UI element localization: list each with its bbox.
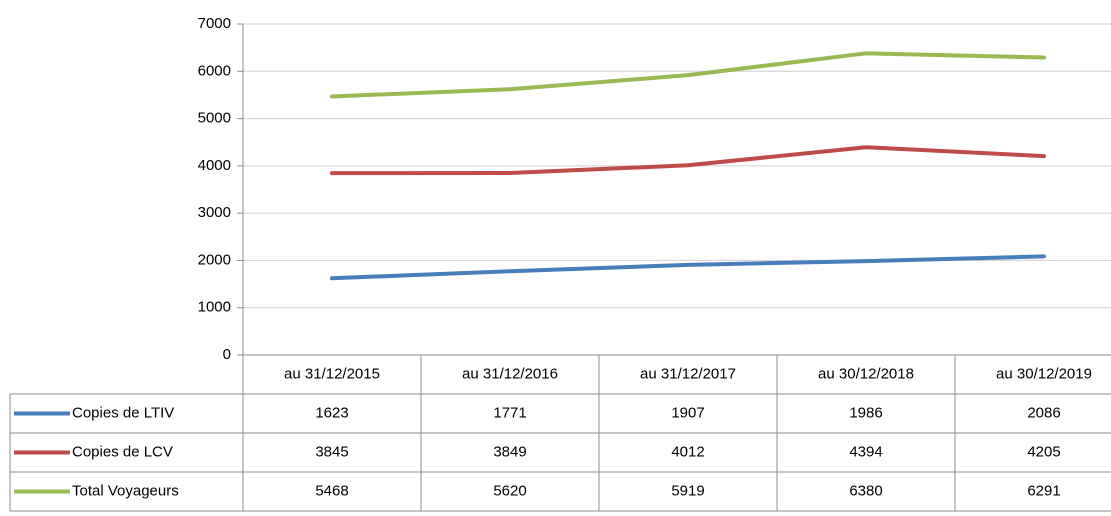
table-value: 1771: [493, 404, 526, 421]
table-value: 4012: [671, 443, 704, 460]
legend-label: Total Voyageurs: [72, 482, 179, 499]
table-value: 2086: [1027, 404, 1060, 421]
table-value: 1907: [671, 404, 704, 421]
legend-label: Copies de LTIV: [72, 404, 174, 421]
table-value: 5919: [671, 482, 704, 499]
y-tick-label: 3000: [198, 204, 231, 221]
x-tick-label: au 30/12/2019: [996, 365, 1092, 382]
table-value: 5468: [315, 482, 348, 499]
table-value: 6380: [849, 482, 882, 499]
legend-label: Copies de LCV: [72, 443, 173, 460]
table-value: 4394: [849, 443, 882, 460]
series-line: [330, 145, 1046, 176]
x-tick-label: au 31/12/2016: [462, 365, 558, 382]
x-tick-label: au 30/12/2018: [818, 365, 914, 382]
table-value: 3845: [315, 443, 348, 460]
y-tick-label: 6000: [198, 62, 231, 79]
y-tick-label: 0: [223, 346, 231, 363]
table-value: 6291: [1027, 482, 1060, 499]
y-tick-label: 4000: [198, 157, 231, 174]
table-value: 4205: [1027, 443, 1060, 460]
y-tick-label: 7000: [198, 15, 231, 32]
x-tick-label: au 31/12/2015: [284, 365, 380, 382]
table-value: 3849: [493, 443, 526, 460]
y-tick-label: 5000: [198, 110, 231, 127]
x-tick-label: au 31/12/2017: [640, 365, 736, 382]
y-tick-label: 2000: [198, 251, 231, 268]
y-tick-label: 1000: [198, 299, 231, 316]
table-value: 1623: [315, 404, 348, 421]
table-value: 1986: [849, 404, 882, 421]
table-value: 5620: [493, 482, 526, 499]
series-line: [330, 254, 1046, 281]
series-line: [330, 51, 1046, 99]
